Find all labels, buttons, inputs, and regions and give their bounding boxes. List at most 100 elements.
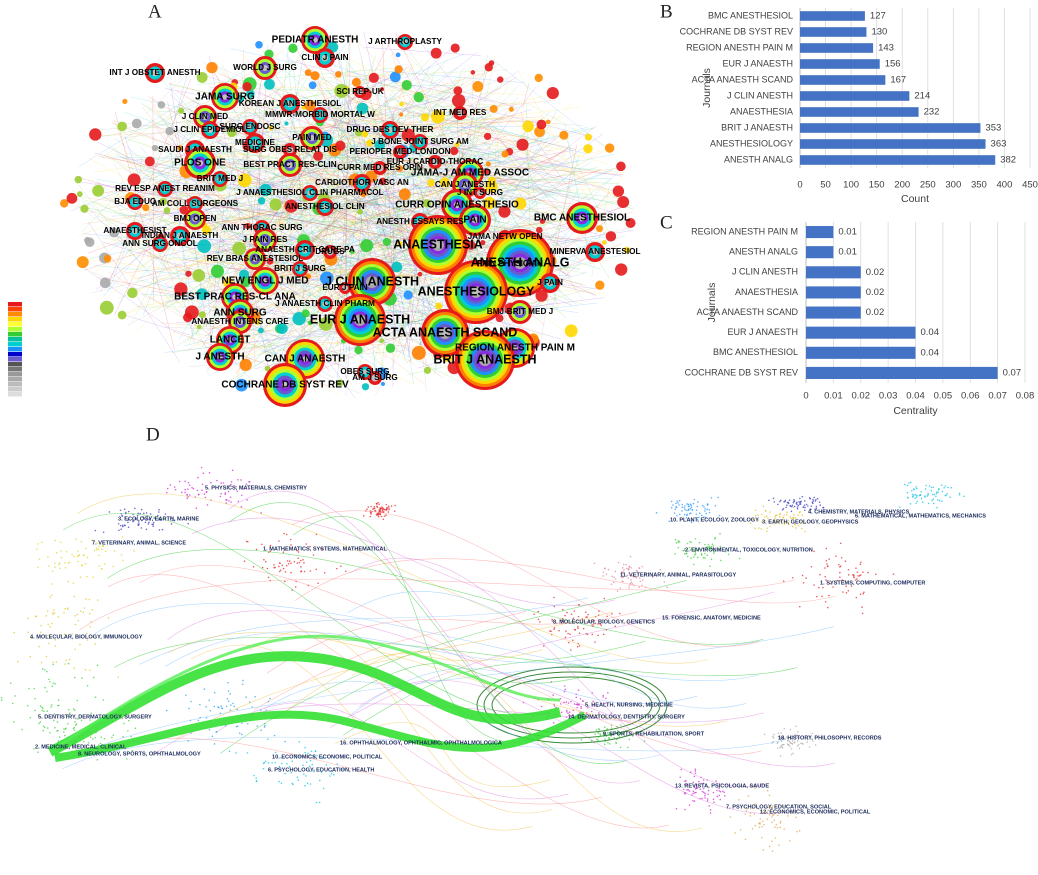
map-dot (569, 711, 571, 713)
map-dot (705, 513, 707, 515)
map-dot (765, 510, 767, 512)
map-dot (819, 501, 821, 503)
map-dot (797, 514, 799, 516)
map-dot (138, 525, 140, 527)
map-dot (82, 611, 84, 613)
map-dot (638, 586, 640, 588)
map-dot (684, 505, 686, 507)
map-dot (61, 557, 63, 559)
node-label: BMC ANESTHESIOL (534, 213, 630, 224)
edge (119, 313, 190, 335)
map-dot (114, 550, 116, 552)
node-label: CAN J ANAESTH (265, 354, 346, 365)
node-dot (206, 62, 217, 73)
map-dot (68, 581, 70, 583)
map-dot (811, 733, 813, 735)
map-dot (101, 568, 103, 570)
legend-swatch (8, 307, 22, 312)
map-dot (860, 564, 862, 566)
map-dot (771, 821, 773, 823)
map-dot (611, 613, 613, 615)
legend-swatch (8, 382, 22, 387)
map-dot (768, 500, 770, 502)
map-dot (604, 726, 606, 728)
map-dot (915, 503, 917, 505)
map-dot (949, 496, 951, 498)
map-dot (848, 574, 850, 576)
map-dot (604, 568, 606, 570)
map-dot (71, 554, 73, 556)
legend-swatch (8, 322, 22, 327)
map-dot (290, 562, 292, 564)
map-dot (537, 611, 539, 613)
map-dot (202, 483, 204, 485)
node-dot (613, 186, 624, 197)
map-dot (34, 710, 36, 712)
node-dot (595, 281, 604, 290)
map-dot (286, 534, 288, 536)
node-dot (585, 134, 592, 141)
map-dot (54, 566, 56, 568)
x-tick-label: 300 (945, 180, 961, 191)
map-dot (760, 528, 762, 530)
map-dot (627, 747, 629, 749)
map-dot (855, 597, 857, 599)
map-dot (130, 736, 132, 738)
map-dot (781, 732, 783, 734)
map-dot (704, 797, 706, 799)
map-dot (924, 495, 926, 497)
map-dot (564, 689, 566, 691)
map-dot (34, 688, 36, 690)
map-dot (758, 527, 760, 529)
map-dot (247, 723, 249, 725)
map-dot (604, 741, 606, 743)
map-dot (59, 567, 61, 569)
map-dot (214, 743, 216, 745)
map-dot (773, 498, 775, 500)
node-dot (270, 198, 282, 210)
map-dot (959, 493, 961, 495)
map-dot (825, 548, 827, 550)
map-dot (117, 676, 119, 678)
map-dot (603, 634, 605, 636)
map-dot (323, 788, 325, 790)
cluster-label: 18. HISTORY, PHILOSOPHY, RECORDS (778, 735, 882, 741)
citation-curve (140, 598, 588, 665)
map-dot (43, 725, 45, 727)
map-dot (863, 591, 865, 593)
map-dot (37, 751, 39, 753)
map-dot (626, 568, 628, 570)
node-dot (396, 52, 401, 57)
map-dot (798, 501, 800, 503)
map-dot (92, 609, 94, 611)
map-dot (77, 550, 79, 552)
node-label: LANCET (210, 335, 251, 346)
node-dot (427, 179, 435, 187)
map-dot (232, 703, 234, 705)
map-dot (245, 696, 247, 698)
map-dot (623, 569, 625, 571)
map-dot (246, 541, 248, 543)
node-dot (404, 290, 413, 299)
map-dot (174, 486, 176, 488)
map-dot (237, 725, 239, 727)
map-dot (386, 507, 388, 509)
map-dot (574, 629, 576, 631)
map-dot (656, 512, 658, 514)
map-dot (96, 547, 98, 549)
map-dot (687, 514, 689, 516)
map-dot (692, 791, 694, 793)
map-dot (840, 543, 842, 545)
map-dot (945, 495, 947, 497)
map-dot (74, 615, 76, 617)
map-dot (10, 682, 12, 684)
y-tick-label: REGION ANESTH PAIN M (686, 42, 793, 52)
map-dot (159, 529, 161, 531)
node-dot (490, 105, 498, 113)
map-dot (290, 539, 292, 541)
map-dot (369, 516, 371, 518)
map-dot (789, 516, 791, 518)
map-dot (324, 572, 326, 574)
map-dot (795, 527, 797, 529)
map-dot (105, 551, 107, 553)
